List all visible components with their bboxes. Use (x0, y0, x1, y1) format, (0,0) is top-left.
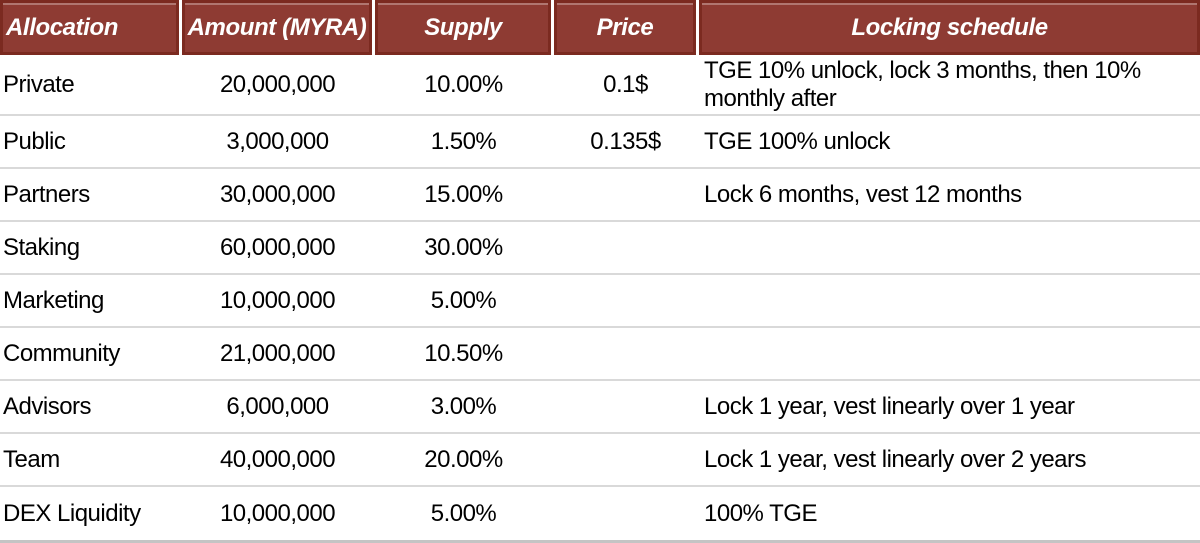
cell-price (553, 381, 698, 432)
cell-supply: 1.50% (430, 127, 497, 155)
table-row-team: Team 40,000,000 20.00% Lock 1 year, vest… (0, 434, 1200, 487)
header-locking-schedule: Locking schedule (699, 0, 1200, 55)
table-row-partners: Partners 30,000,000 15.00% Lock 6 months… (0, 169, 1200, 222)
cell-locking: Lock 1 year, vest linearly over 1 year (704, 392, 1075, 420)
cell-price (553, 328, 698, 379)
cell-allocation: Marketing (3, 286, 104, 314)
table-row-marketing: Marketing 10,000,000 5.00% (0, 275, 1200, 328)
table-row-dex-liquidity: DEX Liquidity 10,000,000 5.00% 100% TGE (0, 487, 1200, 540)
cell-amount: 21,000,000 (219, 339, 336, 367)
cell-supply: 5.00% (430, 286, 497, 314)
cell-price (553, 275, 698, 326)
cell-allocation: Public (3, 127, 66, 155)
header-allocation: Allocation (0, 0, 179, 55)
cell-price (553, 169, 698, 220)
cell-locking: TGE 10% unlock, lock 3 months, then 10% … (704, 56, 1141, 112)
cell-supply: 10.50% (424, 339, 503, 367)
cell-locking (698, 222, 1200, 273)
table-row-advisors: Advisors 6,000,000 3.00% Lock 1 year, ve… (0, 381, 1200, 434)
cell-amount: 30,000,000 (219, 180, 336, 208)
cell-allocation: Team (3, 445, 60, 473)
header-amount-myra: Amount (MYRA) (182, 0, 372, 55)
header-supply: Supply (375, 0, 551, 55)
cell-locking (698, 328, 1200, 379)
cell-allocation: Community (3, 339, 120, 367)
cell-amount: 6,000,000 (226, 392, 329, 420)
table-row-staking: Staking 60,000,000 30.00% (0, 222, 1200, 275)
cell-price (553, 487, 698, 540)
cell-locking: Lock 6 months, vest 12 months (704, 180, 1022, 208)
table-row-private: Private 20,000,000 10.00% 0.1$ TGE 10% u… (0, 55, 1200, 116)
cell-supply: 30.00% (424, 233, 503, 261)
cell-allocation: Partners (3, 180, 90, 208)
cell-amount: 10,000,000 (219, 286, 336, 314)
cell-allocation: Staking (3, 233, 80, 261)
cell-amount: 3,000,000 (226, 127, 329, 155)
cell-price (553, 434, 698, 485)
cell-price: 0.1$ (603, 70, 648, 98)
cell-supply: 5.00% (430, 499, 497, 527)
cell-locking (698, 275, 1200, 326)
cell-supply: 3.00% (430, 392, 497, 420)
table-row-community: Community 21,000,000 10.50% (0, 328, 1200, 381)
cell-supply: 20.00% (424, 445, 503, 473)
cell-amount: 20,000,000 (219, 70, 336, 98)
cell-supply: 10.00% (424, 70, 503, 98)
cell-supply: 15.00% (424, 180, 503, 208)
header-price: Price (554, 0, 696, 55)
table-bottom-edge (0, 540, 1200, 543)
cell-allocation: DEX Liquidity (3, 499, 141, 527)
cell-amount: 10,000,000 (219, 499, 336, 527)
cell-locking: Lock 1 year, vest linearly over 2 years (704, 445, 1087, 473)
cell-price (553, 222, 698, 273)
cell-locking: 100% TGE (704, 499, 817, 527)
cell-allocation: Private (3, 70, 75, 98)
cell-price: 0.135$ (590, 127, 661, 155)
cell-locking: TGE 100% unlock (704, 127, 890, 155)
cell-amount: 60,000,000 (219, 233, 336, 261)
table-row-public: Public 3,000,000 1.50% 0.135$ TGE 100% u… (0, 116, 1200, 169)
table-header-row: Allocation Amount (MYRA) Supply Price Lo… (0, 0, 1200, 55)
cell-allocation: Advisors (3, 392, 92, 420)
cell-amount: 40,000,000 (219, 445, 336, 473)
